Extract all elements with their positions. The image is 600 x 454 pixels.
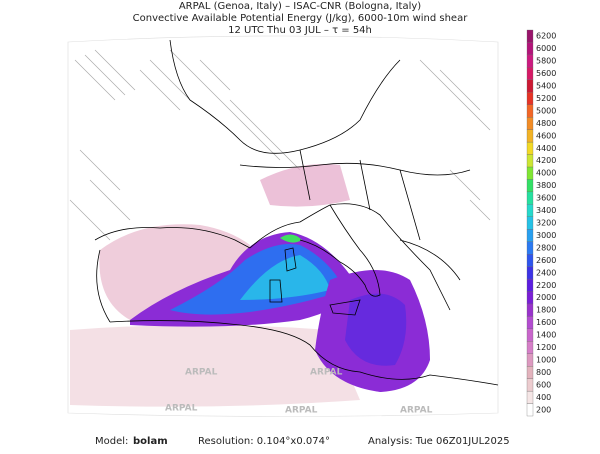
colorbar-box [526, 303, 534, 317]
colorbar-label: 400 [536, 393, 551, 402]
watermark: ARPAL [285, 406, 318, 416]
colorbar-box [526, 179, 534, 193]
colorbar-box [526, 229, 534, 242]
colorbar-label: 3000 [536, 231, 556, 240]
cape-field [345, 293, 407, 366]
colorbar-label: 1600 [536, 318, 556, 327]
colorbar-label: 5400 [536, 82, 556, 91]
colorbar-label: 2600 [536, 256, 556, 265]
colorbar-label: 6000 [536, 44, 556, 53]
colorbar-label: 3600 [536, 194, 556, 203]
colorbar-label: 3200 [536, 219, 556, 228]
title-line: ARPAL (Genoa, Italy) – ISAC-CNR (Bologna… [179, 1, 421, 12]
colorbar-box [526, 316, 534, 329]
footer-resolution: Resolution: 0.104°x0.074° [198, 436, 330, 447]
watermark: ARPAL [310, 368, 343, 378]
colorbar-label: 6200 [536, 32, 556, 41]
colorbar-box [526, 92, 534, 105]
colorbar-label: 5800 [536, 57, 556, 66]
colorbar-label: 2000 [536, 293, 556, 302]
colorbar-label: 4600 [536, 131, 556, 140]
colorbar-label: 2800 [536, 243, 556, 252]
colorbar-box [526, 79, 534, 93]
colorbar-box [526, 378, 534, 392]
coastlines [94, 39, 499, 386]
colorbar-box [526, 291, 534, 305]
title-line: Convective Available Potential Energy (J… [133, 13, 469, 24]
map [67, 35, 499, 417]
colorbar-label: 4000 [536, 169, 556, 178]
colorbar-label: 3800 [536, 181, 556, 190]
colorbar-label: 3400 [536, 206, 556, 215]
colorbar-label: 600 [536, 380, 551, 389]
colorbar-label: 5000 [536, 106, 556, 115]
colorbar-box [526, 328, 534, 342]
colorbar-box [526, 42, 534, 56]
colorbar-box [526, 29, 534, 43]
cape-field [280, 234, 302, 243]
colorbar-label: 2200 [536, 281, 556, 290]
title-line: 12 UTC Thu 03 JUL – τ = 54h [228, 25, 372, 36]
colorbar-box [526, 129, 534, 143]
colorbar-box [526, 154, 534, 168]
colorbar-label: 200 [536, 405, 551, 414]
colorbar-box [526, 253, 534, 267]
colorbar-box [526, 166, 534, 180]
colorbar-label: 4400 [536, 144, 556, 153]
colorbar-label: 4800 [536, 119, 556, 128]
cape-field [240, 255, 330, 300]
colorbar-label: 1800 [536, 306, 556, 315]
footer-analysis: Analysis: Tue 06Z01JUL2025 [368, 436, 510, 447]
colorbar-box [526, 390, 534, 404]
colorbar-box [526, 403, 534, 417]
colorbar-label: 2400 [536, 268, 556, 277]
colorbar-label: 5200 [536, 94, 556, 103]
colorbar-box [526, 341, 534, 354]
footer-model: bolam [133, 436, 168, 447]
colorbar-box [526, 366, 534, 379]
watermark: ARPAL [165, 404, 198, 414]
watermark: ARPAL [400, 406, 433, 416]
colorbar-box [526, 141, 534, 155]
colorbar-box [526, 191, 534, 205]
colorbar-box [526, 216, 534, 230]
colorbar-label: 4200 [536, 156, 556, 165]
wind-barbs [69, 49, 491, 241]
watermark: ARPAL [185, 368, 218, 378]
colorbar-box [526, 117, 534, 130]
colorbar-box [526, 104, 534, 118]
colorbar-box [526, 278, 534, 292]
colorbar-box [526, 204, 534, 217]
colorbar-box [526, 353, 534, 367]
colorbar-label: 1200 [536, 343, 556, 352]
footer-label: Model: [95, 436, 128, 447]
colorbar-label: 1000 [536, 355, 556, 364]
colorbar-box [526, 241, 534, 255]
cape-field [260, 164, 350, 207]
colorbar-label: 5600 [536, 69, 556, 78]
colorbar-box [526, 54, 534, 68]
colorbar-label: 1400 [536, 331, 556, 340]
colorbar-label: 800 [536, 368, 551, 377]
cape-field [70, 325, 360, 407]
colorbar-box [526, 67, 534, 80]
colorbar-box [526, 266, 534, 280]
